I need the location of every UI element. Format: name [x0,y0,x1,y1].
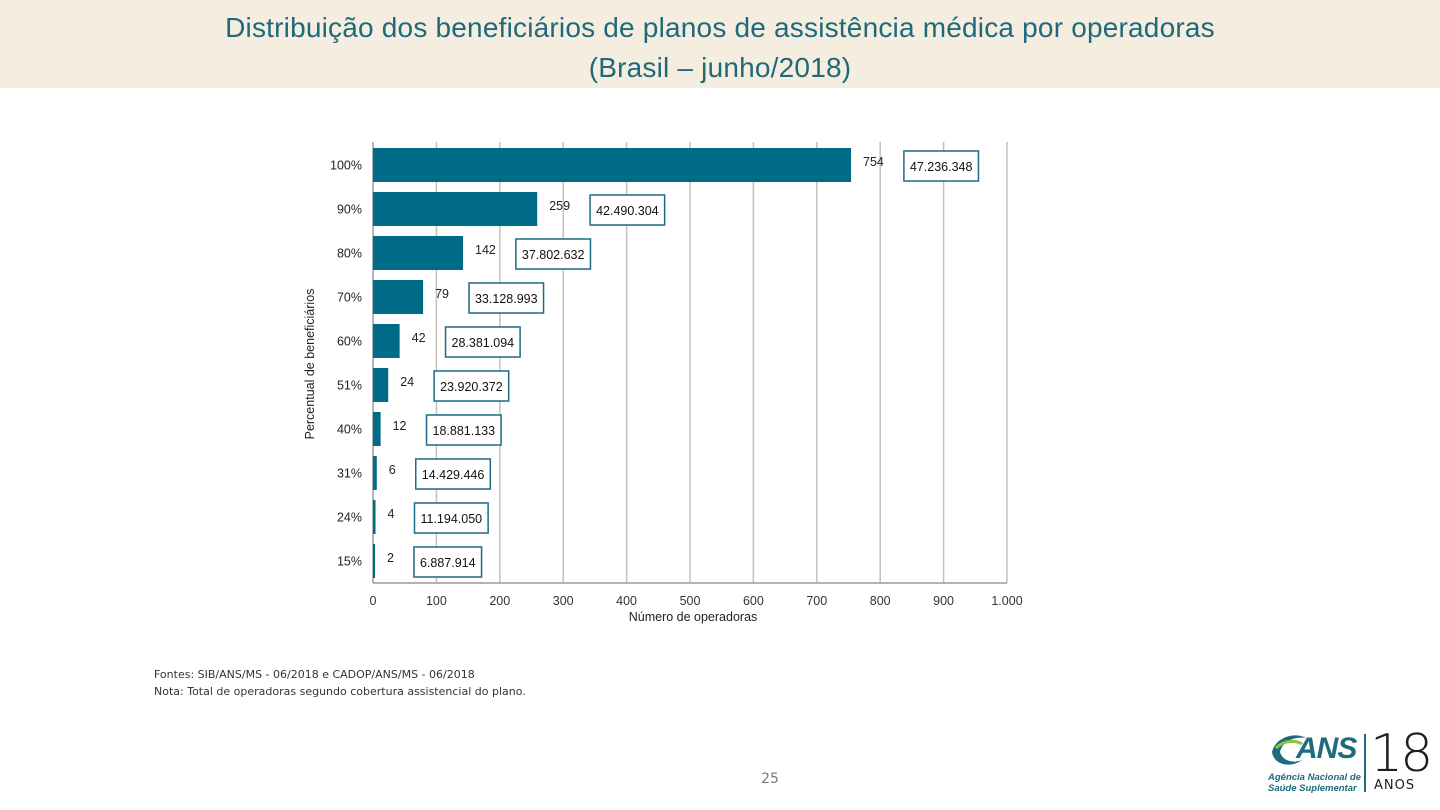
bar [373,192,538,226]
y-tick-label: 80% [337,247,362,261]
y-tick-label: 60% [337,335,362,349]
value-label: 754 [863,155,884,169]
title-band [0,0,1440,88]
page-number: 25 [761,771,779,787]
explanatory-note: Nota: Total de operadoras segundo cobert… [154,685,526,698]
beneficiaries-label: 37.802.632 [522,248,585,262]
x-tick-label: 200 [489,594,510,608]
bar [373,544,375,578]
x-tick-label: 800 [870,594,891,608]
value-label: 12 [393,419,407,433]
beneficiaries-box [903,150,980,182]
footnotes: Fontes: SIB/ANS/MS - 06/2018 e CADOP/ANS… [154,666,526,700]
bar [373,456,377,490]
beneficiaries-label: 6.887.914 [420,556,476,570]
x-tick-label: 400 [616,594,637,608]
value-label: 42 [412,331,426,345]
title-line-2: (Brasil – junho/2018) [588,52,852,83]
bar [373,368,389,402]
x-tick-label: 0 [370,594,377,608]
x-tick-label: 100 [426,594,447,608]
value-label: 259 [549,199,570,213]
beneficiaries-label: 14.429.446 [422,468,485,482]
bar [373,324,400,358]
years-number: 18 [1370,724,1433,784]
bar [373,280,424,314]
beneficiaries-box [415,458,492,490]
beneficiaries-box [433,370,510,402]
source-note: Fontes: SIB/ANS/MS - 06/2018 e CADOP/ANS… [154,668,475,681]
value-label: 2 [387,551,394,565]
beneficiaries-label: 47.236.348 [910,160,973,174]
beneficiaries-box [413,502,489,534]
y-tick-label: 51% [337,379,362,393]
y-tick-label: 31% [337,467,362,481]
beneficiaries-label: 23.920.372 [440,380,503,394]
beneficiaries-box [444,326,521,358]
bar [373,500,376,534]
value-label: 4 [388,507,395,521]
logo-divider [1364,734,1366,792]
beneficiaries-label: 28.381.094 [452,336,515,350]
x-tick-label: 500 [680,594,701,608]
beneficiaries-box [515,238,592,270]
agency-line-2: Saúde Suplementar [1268,783,1357,794]
y-tick-label: 100% [330,159,362,173]
beneficiaries-label: 42.490.304 [596,204,659,218]
bar [373,148,852,182]
beneficiaries-label: 33.128.993 [475,292,538,306]
years-label: ANOS [1374,778,1416,793]
ans-18-anos-logo: ANS Agência Nacional de Saúde Suplementa… [1262,724,1433,796]
value-label: 142 [475,243,496,257]
agency-line-1: Agência Nacional de [1268,772,1361,783]
x-tick-label: 700 [806,594,827,608]
x-tick-label: 1.000 [991,594,1022,608]
beneficiaries-box [425,414,502,446]
x-tick-label: 600 [743,594,764,608]
value-label: 24 [400,375,414,389]
x-axis-label: Número de operadoras [629,610,758,624]
bar [373,236,464,270]
beneficiaries-label: 18.881.133 [433,424,496,438]
bar [373,412,381,446]
y-tick-label: 40% [337,423,362,437]
beneficiaries-box [468,282,545,314]
title-line-1: Distribuição dos beneficiários de planos… [225,12,1215,43]
y-tick-label: 15% [337,555,362,569]
y-tick-label: 24% [337,511,362,525]
y-tick-label: 90% [337,203,362,217]
beneficiaries-box [413,546,483,578]
beneficiaries-box [589,194,666,226]
value-label: 79 [435,287,449,301]
y-axis-label: Percentual de beneficiários [303,289,317,440]
ans-brand: ANS [1296,732,1357,765]
x-tick-label: 300 [553,594,574,608]
page-title: Distribuição dos beneficiários de planos… [0,8,1440,88]
y-tick-label: 70% [337,291,362,305]
beneficiaries-label: 11.194.050 [420,512,482,526]
agency-name: Agência Nacional de Saúde Suplementar [1268,772,1361,794]
ans-swoosh-icon [1272,735,1306,765]
value-label: 6 [389,463,396,477]
x-tick-label: 900 [933,594,954,608]
